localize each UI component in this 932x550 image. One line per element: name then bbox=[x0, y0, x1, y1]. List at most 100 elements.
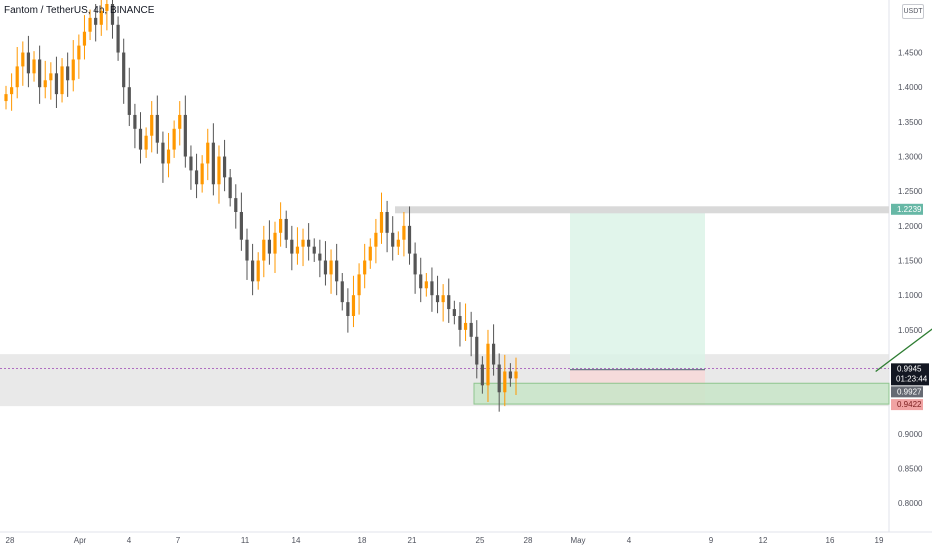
take-profit-zone bbox=[570, 209, 705, 370]
price-tick-label: 1.0500 bbox=[898, 326, 923, 335]
candle-body bbox=[340, 281, 344, 303]
candle-body bbox=[150, 114, 154, 136]
candle-body bbox=[161, 142, 165, 164]
candle-body bbox=[38, 59, 42, 88]
candle-body bbox=[374, 232, 378, 247]
price-tick-label: 1.2500 bbox=[898, 187, 923, 196]
candle-body bbox=[402, 225, 406, 240]
candle-body bbox=[491, 343, 496, 365]
candle-body bbox=[71, 59, 75, 81]
candle-body bbox=[368, 246, 372, 261]
time-tick-label: 19 bbox=[875, 536, 884, 545]
candle-body bbox=[312, 246, 316, 254]
candle-body bbox=[379, 212, 384, 233]
candle-body bbox=[279, 218, 283, 233]
candle-body bbox=[26, 52, 31, 74]
candle-body bbox=[116, 24, 120, 53]
candle-body bbox=[189, 156, 193, 171]
candle-body bbox=[155, 114, 159, 143]
candle-body bbox=[99, 10, 103, 25]
candle-body bbox=[335, 260, 339, 282]
candle-body bbox=[194, 170, 199, 185]
candle-body bbox=[166, 149, 171, 164]
svg-text:1.2239: 1.2239 bbox=[897, 205, 922, 214]
candle-body bbox=[441, 295, 445, 303]
time-tick-label: 12 bbox=[759, 536, 768, 545]
time-tick-label: 28 bbox=[6, 536, 15, 545]
candle-body bbox=[211, 142, 215, 185]
candle-body bbox=[307, 239, 311, 247]
time-tick-label: 4 bbox=[127, 536, 132, 545]
candle-body bbox=[351, 295, 356, 316]
svg-text:01:23:44: 01:23:44 bbox=[896, 374, 928, 383]
candle-body bbox=[385, 212, 389, 233]
time-tick-label: 9 bbox=[709, 536, 714, 545]
candle-body bbox=[430, 281, 434, 296]
candle-body bbox=[396, 239, 400, 247]
time-tick-label: 25 bbox=[476, 536, 485, 545]
price-tick-label: 1.4500 bbox=[898, 49, 923, 58]
candle-body bbox=[323, 260, 328, 275]
candle-body bbox=[144, 135, 148, 150]
candle-body bbox=[239, 212, 243, 240]
candle-body bbox=[234, 198, 238, 212]
candle-body bbox=[508, 371, 512, 379]
time-axis: 28 Apr 4 7 11 14 18 21 25 28 May 4 9 12 16 19 bbox=[6, 536, 884, 545]
candle-body bbox=[43, 80, 47, 88]
svg-text:0.9927: 0.9927 bbox=[897, 387, 922, 396]
price-tick-label: 1.1000 bbox=[898, 291, 923, 300]
candle-body bbox=[138, 128, 143, 150]
candle-body bbox=[329, 260, 333, 275]
candles bbox=[4, 0, 518, 412]
candle-body bbox=[290, 239, 294, 254]
candle-body bbox=[486, 343, 490, 386]
candle-body bbox=[245, 239, 249, 261]
price-axis: 1.4500 1.4000 1.3500 1.3000 1.2500 1.2000 1.15… bbox=[898, 49, 923, 509]
time-tick-label: 16 bbox=[826, 536, 835, 545]
candle-body bbox=[183, 114, 187, 157]
time-tick-label: 28 bbox=[524, 536, 533, 545]
candle-body bbox=[250, 260, 255, 282]
stop-price-badge: 0.9422 bbox=[891, 399, 923, 411]
candle-body bbox=[122, 52, 126, 88]
currency-unit-button[interactable]: USDT bbox=[902, 4, 924, 19]
target-price-badge: 1.2239 bbox=[891, 203, 923, 215]
candle-body bbox=[228, 177, 232, 199]
time-tick-label: 14 bbox=[292, 536, 301, 545]
candle-body bbox=[452, 309, 456, 316]
candle-body bbox=[480, 364, 484, 386]
candle-body bbox=[206, 142, 210, 164]
candle-body bbox=[110, 4, 115, 25]
candle-body bbox=[267, 239, 272, 254]
time-tick-label: May bbox=[570, 536, 585, 545]
time-tick-label: 18 bbox=[358, 536, 367, 545]
chart-title: Fantom / TetherUS, 4h, BINANCE bbox=[4, 5, 155, 16]
candle-body bbox=[262, 239, 266, 261]
resistance-level bbox=[395, 206, 889, 214]
candle-body bbox=[4, 94, 8, 102]
price-tick-label: 1.2000 bbox=[898, 222, 923, 231]
candle-body bbox=[469, 322, 473, 337]
candle-body bbox=[424, 281, 428, 289]
time-tick-label: 21 bbox=[408, 536, 417, 545]
candle-body bbox=[15, 66, 19, 88]
candle-body bbox=[475, 336, 479, 365]
price-tick-label: 1.1500 bbox=[898, 257, 923, 266]
candle-body bbox=[200, 163, 204, 185]
candle-body bbox=[301, 239, 305, 247]
price-tick-label: 1.3000 bbox=[898, 153, 923, 162]
candle-body bbox=[273, 232, 277, 254]
candle-body bbox=[21, 52, 25, 67]
candle-body bbox=[60, 66, 64, 95]
candle-body bbox=[363, 260, 367, 275]
candle-body bbox=[82, 31, 87, 46]
time-tick-label: Apr bbox=[74, 536, 87, 545]
price-tick-label: 0.8000 bbox=[898, 499, 923, 508]
candle-body bbox=[435, 295, 440, 303]
price-tick-label: 1.3500 bbox=[898, 118, 923, 127]
candle-body bbox=[318, 253, 322, 261]
candle-body bbox=[458, 316, 462, 330]
candle-body bbox=[172, 128, 176, 150]
price-tick-label: 0.9000 bbox=[898, 430, 923, 439]
